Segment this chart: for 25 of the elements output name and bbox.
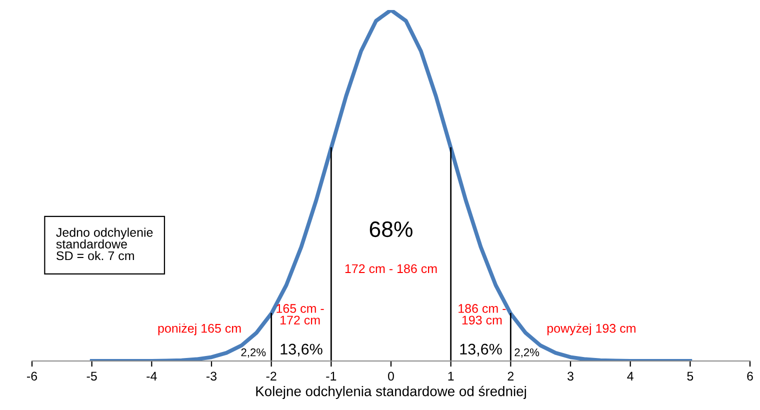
x-tick-label: 5	[687, 372, 694, 381]
x-tick-label: -1	[326, 372, 336, 380]
x-tick-label: -3	[206, 372, 217, 381]
annotation: poniżej 165 cm	[158, 324, 241, 336]
x-tick-label: -5	[86, 372, 97, 381]
annotation: Jedno odchylenie standardowe SD = ok. 7 cm	[56, 228, 153, 260]
x-tick-label: 6	[747, 372, 753, 381]
annotation: 2,2%	[514, 348, 540, 358]
annotation: 172 cm - 186 cm	[345, 264, 437, 274]
x-tick-label: 3	[568, 372, 574, 381]
x-tick-label: 1	[448, 372, 454, 380]
x-tick-label: 2	[508, 372, 514, 380]
annotation: 2,2%	[241, 348, 266, 358]
annotation: 13,6%	[460, 344, 502, 356]
x-tick-label: -2	[266, 372, 276, 380]
annotation: 68%	[370, 221, 412, 238]
annotation: 186 cm - 193 cm	[458, 304, 506, 325]
annotation: 13,6%	[280, 344, 322, 356]
x-tick-label: 4	[627, 372, 634, 380]
annotation: powyżej 193 cm	[547, 324, 636, 336]
x-tick-label: 0	[388, 372, 394, 381]
x-tick-label: -6	[27, 372, 38, 381]
annotation: 165 cm - 172 cm	[276, 304, 324, 325]
x-axis-title: Kolejne odchylenia standardowe od średniej	[256, 386, 526, 399]
x-tick-label: -4	[146, 372, 157, 380]
